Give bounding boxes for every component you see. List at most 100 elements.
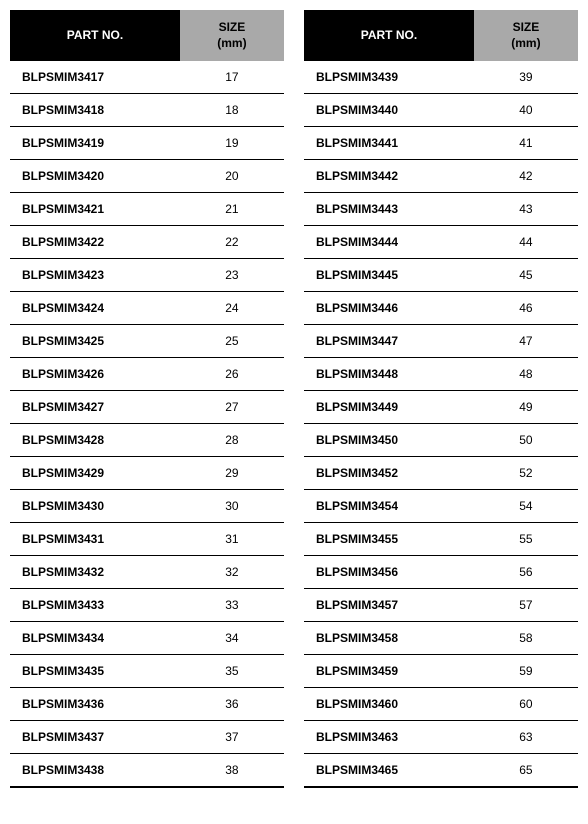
cell-size-mm: 55	[474, 523, 578, 556]
cell-size-mm: 23	[180, 259, 284, 292]
cell-part-no: BLPSMIM3434	[10, 622, 180, 655]
table-row: BLPSMIM343131	[10, 523, 284, 556]
table-row: BLPSMIM344242	[304, 160, 578, 193]
table-row: BLPSMIM343535	[10, 655, 284, 688]
header-size-line1: SIZE	[219, 20, 246, 34]
cell-size-mm: 60	[474, 688, 578, 721]
table-row: BLPSMIM342121	[10, 193, 284, 226]
cell-part-no: BLPSMIM3422	[10, 226, 180, 259]
table-row: BLPSMIM343939	[304, 61, 578, 94]
cell-size-mm: 59	[474, 655, 578, 688]
cell-part-no: BLPSMIM3420	[10, 160, 180, 193]
table-row: BLPSMIM345454	[304, 490, 578, 523]
cell-part-no: BLPSMIM3460	[304, 688, 474, 721]
cell-size-mm: 38	[180, 754, 284, 788]
cell-size-mm: 50	[474, 424, 578, 457]
cell-size-mm: 18	[180, 94, 284, 127]
cell-part-no: BLPSMIM3440	[304, 94, 474, 127]
table-row: BLPSMIM342222	[10, 226, 284, 259]
cell-size-mm: 25	[180, 325, 284, 358]
cell-size-mm: 26	[180, 358, 284, 391]
table-row: BLPSMIM344848	[304, 358, 578, 391]
cell-part-no: BLPSMIM3454	[304, 490, 474, 523]
cell-part-no: BLPSMIM3430	[10, 490, 180, 523]
cell-part-no: BLPSMIM3463	[304, 721, 474, 754]
table-row: BLPSMIM344141	[304, 127, 578, 160]
cell-part-no: BLPSMIM3444	[304, 226, 474, 259]
cell-part-no: BLPSMIM3438	[10, 754, 180, 788]
table-row: BLPSMIM344343	[304, 193, 578, 226]
cell-size-mm: 17	[180, 61, 284, 94]
cell-size-mm: 28	[180, 424, 284, 457]
table-row: BLPSMIM346363	[304, 721, 578, 754]
table-row: BLPSMIM343434	[10, 622, 284, 655]
table-row: BLPSMIM346060	[304, 688, 578, 721]
cell-part-no: BLPSMIM3431	[10, 523, 180, 556]
cell-part-no: BLPSMIM3459	[304, 655, 474, 688]
cell-size-mm: 32	[180, 556, 284, 589]
header-size-line2: (mm)	[511, 36, 540, 50]
table-left-body: BLPSMIM341717BLPSMIM341818BLPSMIM341919B…	[10, 61, 284, 787]
cell-size-mm: 40	[474, 94, 578, 127]
table-row: BLPSMIM343838	[10, 754, 284, 788]
parts-table-left: PART NO. SIZE (mm) BLPSMIM341717BLPSMIM3…	[10, 10, 284, 788]
table-row: BLPSMIM345959	[304, 655, 578, 688]
table-row: BLPSMIM342727	[10, 391, 284, 424]
table-row: BLPSMIM343333	[10, 589, 284, 622]
cell-size-mm: 58	[474, 622, 578, 655]
table-row: BLPSMIM342323	[10, 259, 284, 292]
table-right-body: BLPSMIM343939BLPSMIM344040BLPSMIM344141B…	[304, 61, 578, 787]
cell-part-no: BLPSMIM3421	[10, 193, 180, 226]
cell-part-no: BLPSMIM3458	[304, 622, 474, 655]
cell-size-mm: 56	[474, 556, 578, 589]
cell-part-no: BLPSMIM3418	[10, 94, 180, 127]
table-row: BLPSMIM344545	[304, 259, 578, 292]
table-row: BLPSMIM342525	[10, 325, 284, 358]
cell-size-mm: 54	[474, 490, 578, 523]
cell-size-mm: 33	[180, 589, 284, 622]
cell-size-mm: 29	[180, 457, 284, 490]
cell-part-no: BLPSMIM3449	[304, 391, 474, 424]
header-size: SIZE (mm)	[180, 10, 284, 61]
cell-size-mm: 49	[474, 391, 578, 424]
table-header-row: PART NO. SIZE (mm)	[10, 10, 284, 61]
parts-table-right: PART NO. SIZE (mm) BLPSMIM343939BLPSMIM3…	[304, 10, 578, 788]
cell-part-no: BLPSMIM3425	[10, 325, 180, 358]
cell-size-mm: 22	[180, 226, 284, 259]
table-row: BLPSMIM342020	[10, 160, 284, 193]
cell-part-no: BLPSMIM3452	[304, 457, 474, 490]
cell-size-mm: 37	[180, 721, 284, 754]
table-row: BLPSMIM343030	[10, 490, 284, 523]
cell-size-mm: 45	[474, 259, 578, 292]
cell-part-no: BLPSMIM3426	[10, 358, 180, 391]
table-row: BLPSMIM345555	[304, 523, 578, 556]
tables-container: PART NO. SIZE (mm) BLPSMIM341717BLPSMIM3…	[10, 10, 578, 788]
cell-part-no: BLPSMIM3445	[304, 259, 474, 292]
cell-size-mm: 57	[474, 589, 578, 622]
cell-part-no: BLPSMIM3436	[10, 688, 180, 721]
table-row: BLPSMIM345757	[304, 589, 578, 622]
cell-size-mm: 24	[180, 292, 284, 325]
cell-part-no: BLPSMIM3432	[10, 556, 180, 589]
cell-part-no: BLPSMIM3423	[10, 259, 180, 292]
cell-part-no: BLPSMIM3419	[10, 127, 180, 160]
cell-size-mm: 36	[180, 688, 284, 721]
cell-part-no: BLPSMIM3435	[10, 655, 180, 688]
table-row: BLPSMIM344040	[304, 94, 578, 127]
table-row: BLPSMIM343636	[10, 688, 284, 721]
cell-part-no: BLPSMIM3441	[304, 127, 474, 160]
header-size-line1: SIZE	[513, 20, 540, 34]
table-row: BLPSMIM345252	[304, 457, 578, 490]
header-size: SIZE (mm)	[474, 10, 578, 61]
cell-size-mm: 20	[180, 160, 284, 193]
cell-size-mm: 43	[474, 193, 578, 226]
table-row: BLPSMIM341919	[10, 127, 284, 160]
table-row: BLPSMIM341818	[10, 94, 284, 127]
cell-part-no: BLPSMIM3448	[304, 358, 474, 391]
cell-part-no: BLPSMIM3439	[304, 61, 474, 94]
table-row: BLPSMIM344646	[304, 292, 578, 325]
table-row: BLPSMIM345050	[304, 424, 578, 457]
table-row: BLPSMIM341717	[10, 61, 284, 94]
table-row: BLPSMIM342626	[10, 358, 284, 391]
header-part-no: PART NO.	[10, 10, 180, 61]
